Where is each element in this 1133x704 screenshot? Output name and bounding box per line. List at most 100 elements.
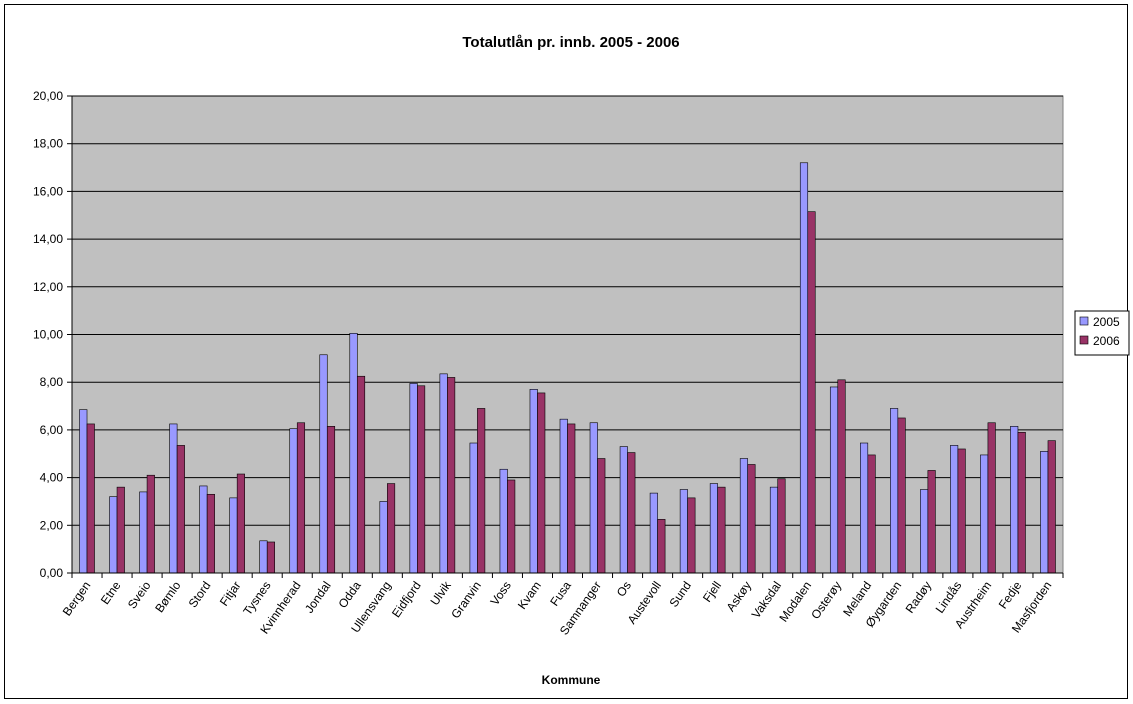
y-tick-label: 18,00: [33, 137, 63, 151]
bar-2006: [1047, 440, 1056, 574]
bar-2005: [259, 540, 268, 574]
y-tick-label: 0,00: [40, 566, 64, 580]
x-tick-label: Jondal: [302, 579, 334, 616]
bar-2005: [619, 446, 628, 574]
y-tick-label: 8,00: [40, 375, 64, 389]
bar-2006: [897, 417, 906, 574]
bar-2006: [747, 464, 756, 574]
bar-2006: [417, 385, 426, 574]
bar-2005: [769, 486, 779, 574]
bar-2005: [890, 408, 899, 574]
y-tick-label: 14,00: [33, 232, 63, 246]
x-tick-label: Bergen: [60, 579, 94, 619]
bar-2005: [709, 483, 718, 574]
x-tick-label: Sveio: [125, 578, 154, 611]
x-tick-label: Fusa: [547, 578, 574, 608]
bar-2006: [837, 379, 846, 574]
legend-swatch-2005: [1079, 316, 1089, 326]
bar-2005: [860, 442, 869, 574]
y-tick-label: 20,00: [33, 89, 63, 103]
bar-2005: [950, 445, 959, 574]
legend: 2005 2006: [1074, 310, 1130, 356]
bar-2005: [319, 354, 328, 574]
x-tick-label: Fedje: [996, 578, 1025, 611]
bar-2005: [1040, 451, 1049, 574]
bar-2006: [176, 445, 185, 574]
x-tick-label: Odda: [335, 578, 363, 610]
bar-2005: [169, 423, 178, 574]
x-tick-label: Kvam: [515, 579, 544, 612]
plot-area: [71, 95, 1064, 574]
bar-2006: [807, 211, 816, 574]
y-tick-label: 10,00: [33, 328, 63, 342]
bar-2006: [987, 422, 996, 574]
bar-2005: [1010, 426, 1019, 574]
bar-2006: [1017, 431, 1026, 574]
bar-2006: [627, 452, 636, 574]
bar-2006: [206, 493, 215, 574]
x-tick-label: Voss: [488, 579, 514, 608]
y-tick-label: 12,00: [33, 280, 63, 294]
bar-2005: [409, 383, 418, 574]
bar-2006: [146, 474, 155, 574]
bar-2005: [499, 468, 508, 574]
chart-title: Totalutlån pr. innb. 2005 - 2006: [462, 34, 679, 51]
x-tick-label: Lindås: [933, 579, 965, 616]
bar-2005: [679, 489, 688, 574]
bar-2006: [777, 478, 786, 574]
bar-2006: [597, 458, 606, 574]
bar-2005: [229, 497, 238, 574]
x-tick-label: Fitjar: [217, 579, 244, 609]
bar-2005: [349, 333, 358, 574]
x-tick-label: Os: [614, 579, 634, 600]
bar-2005: [379, 501, 388, 574]
bar-2006: [507, 479, 516, 574]
bar-2005: [439, 373, 448, 574]
bar-2005: [649, 492, 658, 574]
bar-2006: [326, 426, 336, 574]
bar-2005: [739, 458, 748, 574]
x-tick-label: Fjell: [700, 579, 724, 605]
bar-2006: [537, 392, 546, 574]
bar-2006: [296, 422, 306, 574]
bar-2005: [139, 491, 148, 574]
legend-label-2006: 2006: [1093, 334, 1120, 348]
bar-2006: [477, 408, 486, 574]
bar-2005: [79, 409, 88, 574]
y-tick-label: 6,00: [40, 423, 64, 437]
x-tick-label: Ulvik: [427, 578, 454, 608]
bar-2006: [717, 486, 726, 574]
y-tick-label: 4,00: [40, 471, 64, 485]
bar-2005: [799, 162, 809, 574]
x-axis-title: Kommune: [542, 673, 601, 687]
bar-2006: [447, 377, 456, 574]
y-tick-label: 16,00: [33, 184, 63, 198]
x-tick-label: Osterøy: [808, 579, 844, 622]
x-tick-label: Askøy: [724, 579, 755, 614]
x-tick-label: Eidfjord: [389, 579, 424, 620]
legend-label-2005: 2005: [1093, 315, 1120, 329]
bar-2005: [920, 489, 929, 574]
x-tick-label: Stord: [186, 579, 214, 611]
x-tick-label: Sund: [667, 579, 695, 610]
bar-2006: [657, 519, 666, 574]
bar-2006: [356, 375, 366, 574]
bar-2006: [867, 454, 876, 574]
y-axis: 0,00 2,00 4,00 6,00 8,00 10,00 12,00 14,00 16,00…: [33, 89, 73, 580]
bar-2006: [266, 541, 275, 574]
bar-2006: [86, 423, 95, 574]
bar-2005: [199, 485, 208, 574]
bar-2006: [116, 486, 125, 574]
bar-2006: [927, 470, 936, 574]
bar-2005: [529, 389, 538, 574]
x-tick-label: Bømlo: [152, 578, 184, 615]
bar-2005: [829, 386, 839, 574]
bar-2005: [109, 496, 118, 574]
bar-2005: [589, 422, 598, 574]
bar-2005: [559, 418, 568, 574]
y-tick-label: 2,00: [40, 518, 64, 532]
bar-2005: [980, 454, 989, 574]
bar-2005: [289, 428, 298, 574]
